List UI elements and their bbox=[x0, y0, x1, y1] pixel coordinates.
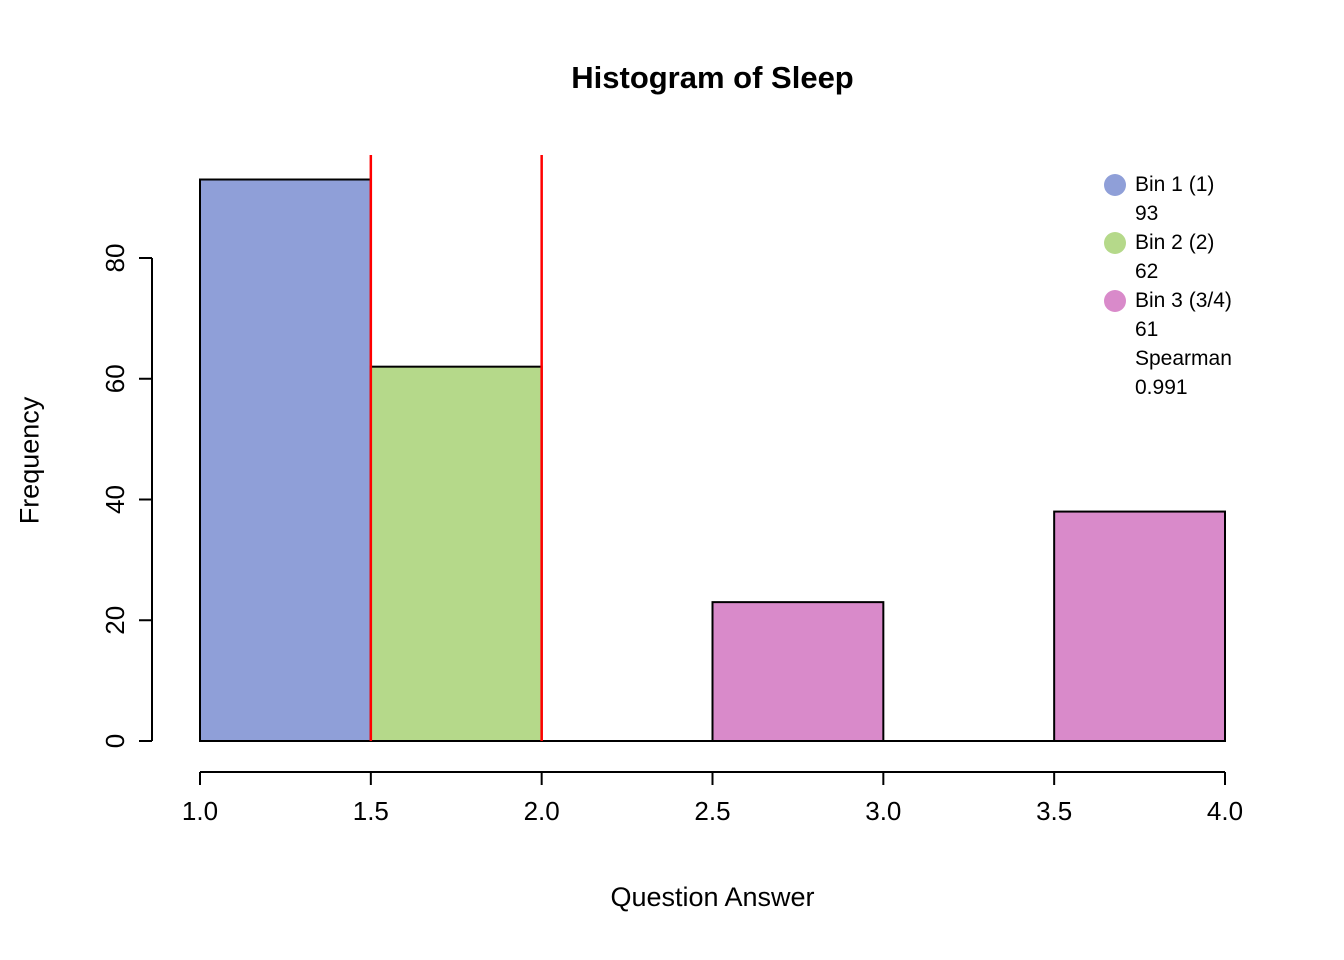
legend-label-bin2: Bin 2 (2) bbox=[1135, 231, 1215, 254]
legend-entry-bin1: Bin 1 (1) 93 bbox=[1104, 170, 1232, 228]
legend-marker-bin3-icon bbox=[1104, 289, 1126, 312]
y-tick-label: 60 bbox=[100, 364, 130, 393]
histogram-bar bbox=[1053, 510, 1226, 743]
x-tick-label: 1.5 bbox=[353, 796, 389, 826]
legend-value-bin3: 61 bbox=[1135, 318, 1159, 341]
spearman-label: Spearman bbox=[1135, 347, 1232, 370]
legend-entry-bin3: Bin 3 (3/4) 61 bbox=[1104, 286, 1232, 344]
x-tick-label: 2.0 bbox=[524, 796, 560, 826]
histogram-bar bbox=[711, 601, 885, 743]
legend-entry-spearman: Spearman 0.991 bbox=[1104, 344, 1232, 402]
y-tick-label: 20 bbox=[100, 606, 130, 635]
legend-entry-bin2: Bin 2 (2) 62 bbox=[1104, 228, 1232, 286]
legend: Bin 1 (1) 93 Bin 2 (2) 62 Bin 3 (3/4) 61… bbox=[1104, 170, 1232, 402]
legend-label-bin1: Bin 1 (1) bbox=[1135, 173, 1215, 196]
y-axis-label: Frequency bbox=[14, 396, 45, 525]
x-tick-label: 4.0 bbox=[1207, 796, 1243, 826]
x-tick-label: 1.0 bbox=[182, 796, 218, 826]
histogram-bar bbox=[369, 365, 543, 742]
histogram-bar bbox=[199, 178, 372, 742]
legend-marker-bin1-icon bbox=[1104, 173, 1126, 196]
y-tick-label: 0 bbox=[100, 734, 130, 748]
x-tick-label: 2.5 bbox=[694, 796, 730, 826]
spearman-value: 0.991 bbox=[1135, 376, 1188, 399]
legend-value-bin1: 93 bbox=[1135, 202, 1159, 225]
legend-value-bin2: 62 bbox=[1135, 260, 1159, 283]
legend-marker-bin2-icon bbox=[1104, 231, 1126, 254]
chart-title: Histogram of Sleep bbox=[571, 60, 854, 95]
x-tick-label: 3.0 bbox=[865, 796, 901, 826]
x-axis-label: Question Answer bbox=[610, 882, 815, 912]
y-tick-label: 40 bbox=[100, 485, 130, 514]
legend-label-bin3: Bin 3 (3/4) bbox=[1135, 289, 1232, 312]
x-tick-label: 3.5 bbox=[1036, 796, 1072, 826]
y-tick-label: 80 bbox=[100, 244, 130, 273]
